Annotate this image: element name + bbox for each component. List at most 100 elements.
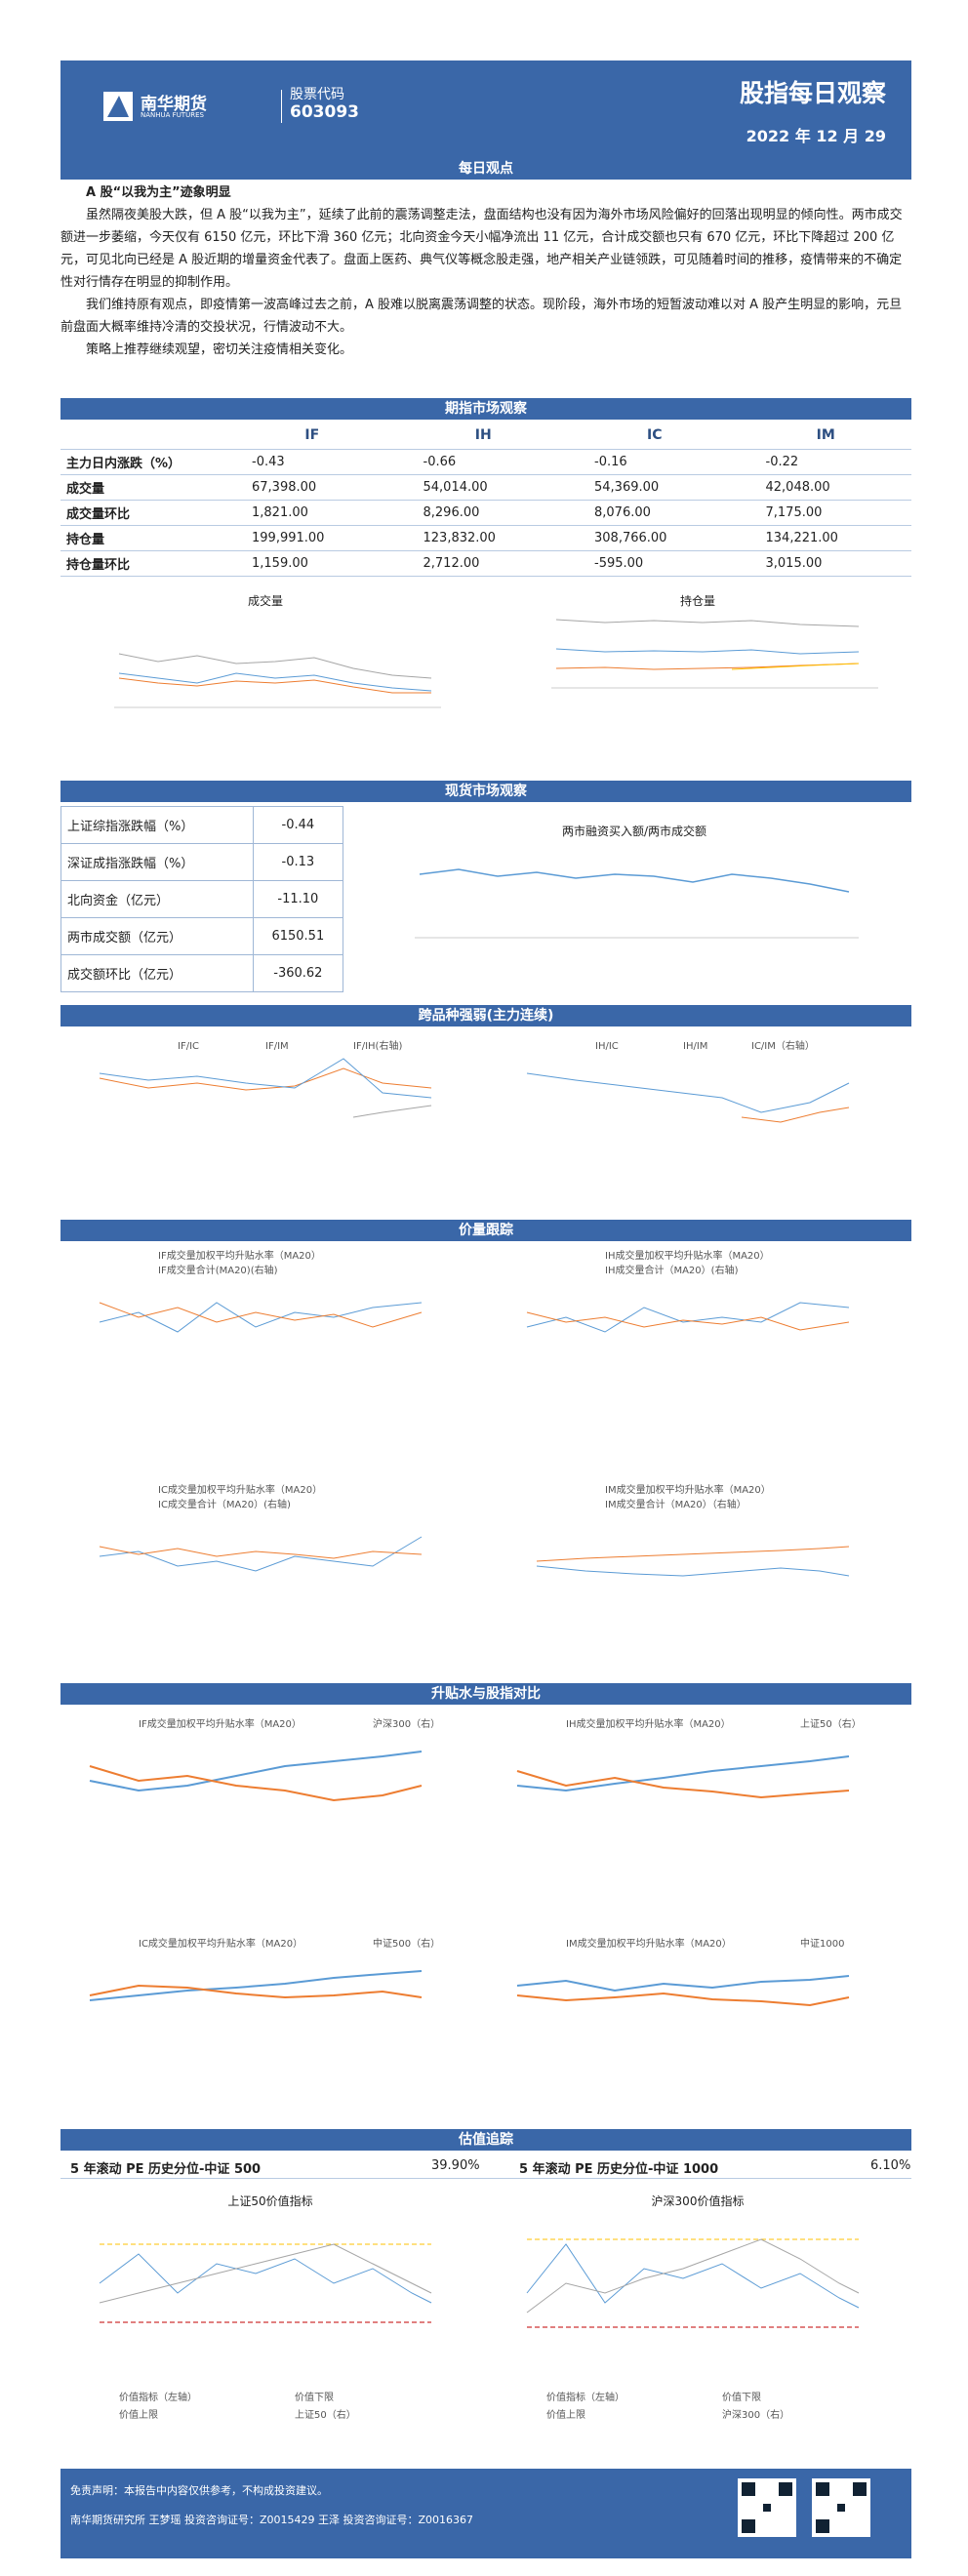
series-volume	[99, 1546, 423, 1559]
col-ic: IC	[569, 422, 741, 450]
table-row: 成交额环比（亿元） -360.62	[60, 954, 344, 992]
series-index	[516, 1992, 850, 2007]
table-row: 深证成指涨跌幅（%） -0.13	[60, 843, 344, 881]
svg-text:IM成交量加权平均升贴水率（MA20）: IM成交量加权平均升贴水率（MA20）	[605, 1483, 771, 1496]
analyst-info: 南华期货研究所 王梦瑶 投资咨询证号：Z0015429 王泽 投资咨询证号：Z0…	[70, 2514, 474, 2526]
daily-view: A 股“以我为主”迹象明显 虽然隔夜美股大跌，但 A 股“以我为主”，延续了此前…	[60, 181, 911, 361]
svg-text:IC/IM（右轴）: IC/IM（右轴）	[751, 1039, 815, 1052]
oi-chart: 持仓量	[551, 593, 878, 689]
qr-code	[812, 2478, 870, 2537]
company-name: 南华期货	[141, 95, 207, 114]
daily-paragraph-3: 策略上推荐继续观望，密切关注疫情相关变化。	[86, 342, 353, 357]
series-if-ih	[99, 1058, 432, 1099]
series-ic	[555, 619, 860, 627]
svg-text:价值下限: 价值下限	[295, 2391, 334, 2403]
svg-text:IM成交量加权平均升贴水率（MA20）: IM成交量加权平均升贴水率（MA20）	[566, 1937, 732, 1950]
series-basis	[99, 1302, 423, 1333]
series-basis	[526, 1302, 850, 1333]
basis-chart-im: IM成交量加权平均升贴水率（MA20） 中证1000	[516, 1937, 850, 2007]
series-ic	[118, 653, 432, 679]
footer: 免责声明：本报告中内容仅供参考，不构成投资建议。 南华期货研究所 王梦瑶 投资咨…	[60, 2469, 911, 2558]
series-index	[89, 1765, 423, 1802]
svg-text:IH成交量加权平均升贴水率（MA20）: IH成交量加权平均升贴水率（MA20）	[605, 1249, 770, 1262]
section-valuation: 估值追踪	[60, 2129, 911, 2151]
svg-text:IF/IM: IF/IM	[265, 1041, 289, 1052]
section-price: 价量跟踪	[60, 1220, 911, 1241]
spot-table: 上证综指涨跌幅（%） -0.44 深证成指涨跌幅（%） -0.13 北向资金（亿元）…	[60, 806, 344, 992]
svg-text:IC成交量加权平均升贴水率（MA20）: IC成交量加权平均升贴水率（MA20）	[139, 1937, 302, 1950]
section-spread: 跨品种强弱(主力连续)	[60, 1005, 911, 1026]
series-value	[99, 2253, 432, 2304]
header-divider	[281, 90, 282, 123]
svg-text:沪深300价值指标: 沪深300价值指标	[652, 2194, 745, 2208]
series-volume	[99, 1302, 423, 1328]
series-if	[118, 672, 432, 692]
svg-text:价值上限: 价值上限	[119, 2408, 158, 2421]
svg-text:IF成交量合计(MA20)(右轴): IF成交量合计(MA20)(右轴)	[158, 1264, 278, 1276]
table-row: 成交量环比 1,821.00 8,296.00 8,076.00 7,175.00	[60, 499, 911, 526]
series-index	[89, 1984, 423, 1999]
report-date: 2022 年 12 月 29	[746, 127, 886, 145]
valuation-chart-sz50: 上证50价值指标 价值指标（左轴） 价值下限 价值上限 上证50（右）	[99, 2194, 432, 2421]
series-ih-im	[741, 1107, 850, 1123]
svg-text:上证50（右）: 上证50（右）	[800, 1717, 862, 1730]
report-header: 南华期货 NANHUA FUTURES 股票代码 603093 股指每日观察 20…	[60, 60, 911, 158]
report-title: 股指每日观察	[739, 79, 886, 107]
col-if: IF	[226, 422, 398, 450]
series-basis	[89, 1970, 423, 2001]
qr-code	[738, 2478, 796, 2537]
series-ih	[555, 663, 860, 670]
daily-headline: A 股“以我为主”迹象明显	[86, 185, 231, 200]
pv-chart-ic: IC成交量加权平均升贴水率（MA20） IC成交量合计（MA20）(右轴)	[99, 1483, 423, 1572]
svg-text:成交量: 成交量	[248, 593, 283, 608]
pv-chart-im: IM成交量加权平均升贴水率（MA20） IM成交量合计（MA20）（右轴）	[536, 1483, 850, 1577]
series-basis	[536, 1565, 850, 1577]
table-row: 持仓量 199,991.00 123,832.00 308,766.00 134,221…	[60, 524, 911, 551]
pv-chart-if: IF成交量加权平均升贴水率（MA20） IF成交量合计(MA20)(右轴)	[99, 1249, 423, 1333]
series-index	[99, 2243, 432, 2304]
daily-paragraph-1: 虽然隔夜美股大跌，但 A 股“以我为主”，延续了此前的震荡调整走法，盘面结构也没…	[60, 208, 903, 290]
series-basis	[516, 1975, 850, 1992]
svg-text:IM成交量合计（MA20）（右轴）: IM成交量合计（MA20）（右轴）	[605, 1498, 746, 1510]
svg-text:沪深300（右）: 沪深300（右）	[722, 2408, 789, 2421]
basis-chart-ih: IH成交量加权平均升贴水率（MA20） 上证50（右）	[516, 1717, 862, 1799]
daily-paragraph-2: 我们维持原有观点，即疫情第一波高峰过去之前，A 股难以脱离震荡调整的状态。现阶段…	[60, 298, 903, 335]
svg-text:两市融资买入额/两市成交额: 两市融资买入额/两市成交额	[562, 824, 706, 838]
svg-text:中证500（右）: 中证500（右）	[373, 1937, 440, 1950]
svg-text:价值上限: 价值上限	[546, 2408, 585, 2421]
series-value	[526, 2243, 860, 2309]
valuation-table: 5 年滚动 PE 历史分位-中证 500 39.90% 5 年滚动 PE 历史分…	[60, 2153, 911, 2179]
section-futures: 期指市场观察	[60, 398, 911, 420]
futures-table: IF IH IC IM 主力日内涨跌（%） -0.43 -0.66 -0.16 -0.2…	[60, 422, 911, 577]
svg-text:IF成交量加权平均升贴水率（MA20）: IF成交量加权平均升贴水率（MA20）	[158, 1249, 321, 1262]
svg-text:价值指标（左轴）: 价值指标（左轴）	[546, 2391, 625, 2403]
svg-text:上证50价值指标: 上证50价值指标	[227, 2194, 312, 2208]
basis-chart-ic: IC成交量加权平均升贴水率（MA20） 中证500（右）	[89, 1937, 440, 2001]
section-daily: 每日观点	[60, 158, 911, 180]
table-row: 成交量 67,398.00 54,014.00 54,369.00 42,048.00	[60, 473, 911, 501]
series-index	[526, 2238, 860, 2314]
table-row: 主力日内涨跌（%） -0.43 -0.66 -0.16 -0.22	[60, 448, 911, 475]
series-volume	[536, 1546, 850, 1562]
svg-text:IC成交量加权平均升贴水率（MA20）: IC成交量加权平均升贴水率（MA20）	[158, 1483, 322, 1496]
table-row: 持仓量环比 1,159.00 2,712.00 -595.00 3,015.00	[60, 549, 911, 577]
series-if	[555, 648, 860, 655]
pv-chart-ih: IH成交量加权平均升贴水率（MA20） IH成交量合计（MA20）(右轴)	[526, 1249, 850, 1333]
svg-text:沪深300（右）: 沪深300（右）	[373, 1717, 440, 1730]
series-index	[516, 1770, 850, 1799]
series-volume	[526, 1311, 850, 1331]
valuation-chart-hs300: 沪深300价值指标 价值指标（左轴） 价值下限 价值上限 沪深300（右）	[526, 2194, 860, 2421]
svg-text:IH成交量加权平均升贴水率（MA20）: IH成交量加权平均升贴水率（MA20）	[566, 1717, 731, 1730]
stock-code: 股票代码 603093	[290, 87, 359, 122]
disclaimer: 免责声明：本报告中内容仅供参考，不构成投资建议。	[70, 2484, 328, 2497]
basis-chart-if: IF成交量加权平均升贴水率（MA20） 沪深300（右）	[89, 1717, 440, 1802]
series-basis	[89, 1751, 423, 1792]
series-basis	[516, 1755, 850, 1792]
spread-chart-if: IF/IC IF/IM IF/IH(右轴)	[99, 1039, 432, 1118]
svg-text:IC成交量合计（MA20）(右轴): IC成交量合计（MA20）(右轴)	[158, 1498, 291, 1510]
margin-series	[419, 868, 850, 893]
series-ih-ic	[526, 1072, 850, 1113]
series-im	[731, 663, 860, 670]
series-if-ic	[99, 1067, 432, 1091]
